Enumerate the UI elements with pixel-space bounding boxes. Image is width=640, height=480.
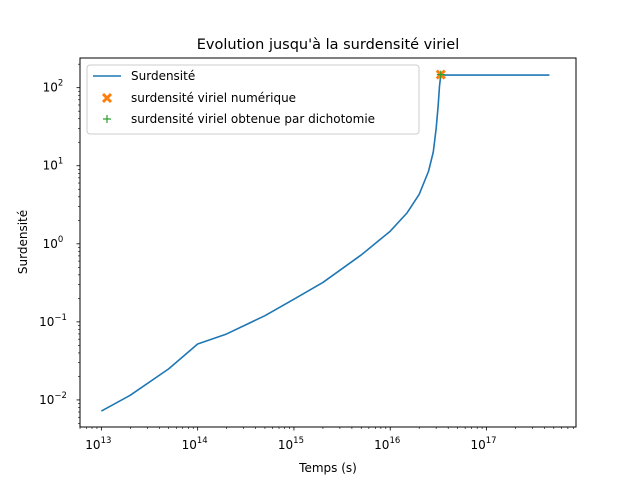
axis-ticks: 1013 1014 1015 1016 1017 10−2 10−1 100 101 102 — [39, 63, 574, 452]
x-tick-label: 1015 — [278, 436, 304, 452]
legend-swatch-viriel-numerique — [101, 92, 113, 104]
axes-frame — [79, 57, 577, 428]
legend: Surdensité surdensité viriel numérique sur… — [86, 64, 420, 135]
x-tick-label: 1013 — [85, 436, 111, 452]
y-axis-label: Surdensité — [16, 210, 30, 274]
series-line-surdensite — [100, 74, 550, 412]
legend-label: surdensité viriel numérique — [131, 91, 296, 105]
plot-area — [100, 69, 550, 412]
legend-box — [86, 64, 420, 135]
legend-swatch-viriel-dichotomie — [103, 115, 111, 123]
marker-viriel-dichotomie — [436, 70, 445, 79]
chart-title: Evolution jusqu'à la surdensité viriel — [197, 37, 460, 53]
legend-label: Surdensité — [131, 69, 195, 83]
x-tick-label: 1017 — [470, 436, 496, 452]
x-tick-label: 1014 — [182, 436, 208, 452]
y-tick-label: 10−1 — [39, 313, 67, 329]
y-tick-label: 100 — [43, 235, 64, 251]
x-tick-label: 1016 — [374, 436, 400, 452]
x-axis-label: Temps (s) — [298, 461, 357, 475]
y-tick-label: 101 — [43, 157, 64, 173]
y-tick-label: 102 — [43, 79, 64, 95]
y-tick-label: 10−2 — [39, 391, 67, 407]
legend-label: surdensité viriel obtenue par dichotomie — [131, 112, 375, 126]
